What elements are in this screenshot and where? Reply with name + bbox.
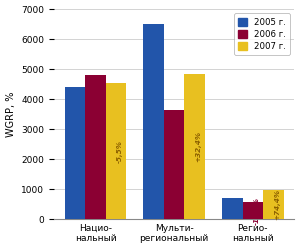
Text: +9,3%: +9,3% <box>96 134 102 160</box>
Bar <box>184 74 205 219</box>
Text: +32,4%: +32,4% <box>195 131 201 162</box>
Bar <box>65 87 85 219</box>
Bar <box>143 24 164 219</box>
Bar <box>222 198 243 219</box>
Bar <box>243 202 263 219</box>
Text: +74,4%: +74,4% <box>274 189 280 220</box>
Text: -19,7%: -19,7% <box>254 197 260 225</box>
Bar <box>263 190 284 219</box>
Y-axis label: WGRP, %: WGRP, % <box>6 91 16 137</box>
Bar <box>164 110 184 219</box>
Bar <box>85 75 106 219</box>
Bar <box>106 83 126 219</box>
Text: -5,5%: -5,5% <box>117 139 123 163</box>
Text: -43,6%%: -43,6%% <box>175 147 181 182</box>
Legend: 2005 г., 2006 г., 2007 г.: 2005 г., 2006 г., 2007 г. <box>234 13 290 55</box>
